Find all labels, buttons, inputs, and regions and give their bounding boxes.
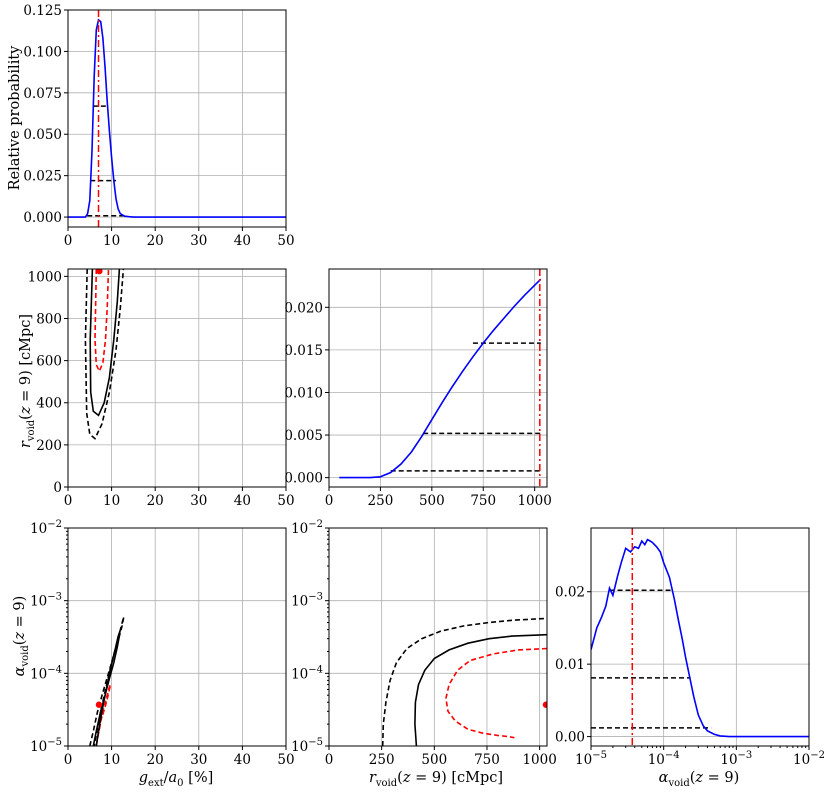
y-tick-label: 0.025	[23, 169, 62, 185]
y-tick-label: 400	[36, 396, 62, 412]
x-tick-label: 250	[369, 752, 395, 768]
contour-line	[414, 633, 547, 746]
panel-alpha-marginal: 10−5 10−4 10−3 10−2 0.00 0.01 0.02	[555, 527, 825, 768]
x-tick-label: 10	[103, 493, 120, 509]
x-tick-label: 10−5	[575, 750, 607, 768]
x-tick-label: 50	[277, 752, 294, 768]
y-tick-label: 0.00	[555, 730, 585, 746]
best-fit-point	[96, 269, 103, 275]
axes-frame	[67, 527, 287, 747]
axes-frame	[590, 527, 810, 747]
x-tick-label: 10−2	[793, 750, 825, 768]
y-tick-label: 600	[36, 354, 62, 370]
panel-rvoid-marginal: 0 250 500 750 1000 0.000 0.005 0.010 0.015 0.020	[284, 268, 552, 509]
x-tick-label: 10−3	[720, 750, 752, 768]
y-tick-label: 800	[36, 311, 62, 327]
axes-frame	[328, 527, 548, 747]
x-tick-label: 1000	[517, 493, 551, 509]
best-fit-point	[95, 701, 103, 708]
ylabel-alpha-void: αvoid(z = 9)	[12, 596, 31, 677]
x-tick-label: 50	[277, 233, 294, 249]
panel-rvoid-alpha-contour: 0 250 500 750 1000 10−5 10−4 10−3 10−2	[291, 519, 557, 768]
x-tick-label: 0	[64, 493, 73, 509]
plot-area	[591, 528, 809, 746]
x-tick-label: 1000	[522, 752, 556, 768]
y-tick-label: 0.005	[284, 428, 323, 444]
y-tick-label: 0.015	[284, 343, 323, 359]
axes-frame	[328, 268, 548, 488]
xlabel-rvoid: rvoid(z = 9) [cMpc]	[369, 770, 503, 789]
y-tick-label: 0.075	[23, 86, 62, 102]
panel-gext-marginal: 0 10 20 30 40 50 0.000 0.025 0.050 0.075 0.100 0.12…	[23, 3, 294, 249]
xlabel-alpha-void: αvoid(z = 9)	[659, 770, 740, 789]
x-tick-label: 30	[190, 493, 207, 509]
x-tick-label: 0	[325, 752, 334, 768]
contour-line	[89, 616, 125, 746]
probability-curve	[68, 18, 286, 218]
contour-line	[94, 269, 110, 374]
y-tick-label: 10−4	[291, 664, 323, 682]
x-tick-label: 40	[234, 493, 251, 509]
x-tick-label: 40	[234, 233, 251, 249]
best-fit-point	[542, 701, 547, 708]
ylabel-rvoid: rvoid(z = 9) [cMpc]	[18, 314, 37, 448]
x-tick-label: 10	[103, 233, 120, 249]
y-tick-label: 10−2	[291, 519, 323, 537]
x-tick-label: 10	[103, 752, 120, 768]
y-tick-label: 10−4	[30, 664, 62, 682]
panel-gext-alpha-contour: 0 10 20 30 40 50 10−5 10−4 10−3 10−2	[30, 519, 295, 768]
y-tick-label: 0.01	[555, 657, 585, 673]
y-tick-label: 0	[53, 480, 62, 496]
x-tick-label: 500	[421, 752, 447, 768]
x-tick-label: 30	[190, 233, 207, 249]
x-tick-label: 40	[234, 752, 251, 768]
x-tick-label: 20	[147, 233, 164, 249]
plot-area	[339, 269, 542, 487]
x-tick-label: 30	[190, 752, 207, 768]
probability-curve	[591, 538, 809, 738]
y-tick-label: 0.000	[284, 471, 323, 487]
y-tick-label: 0.125	[23, 3, 62, 19]
plot-area	[84, 269, 125, 440]
axes-frame	[67, 268, 287, 488]
y-tick-label: 0.050	[23, 127, 62, 143]
x-tick-label: 10−4	[648, 750, 680, 768]
y-tick-label: 10−2	[30, 519, 62, 537]
y-tick-label: 10−5	[291, 737, 323, 755]
x-tick-label: 0	[64, 233, 73, 249]
y-tick-label: 0.02	[555, 585, 585, 601]
panel-gext-rvoid-contour: 0 10 20 30 40 50 0 200 400 600 800 1000	[28, 268, 295, 509]
x-tick-label: 20	[147, 752, 164, 768]
axes-frame	[67, 9, 287, 228]
plot-area	[89, 616, 125, 746]
x-tick-label: 20	[147, 493, 164, 509]
x-tick-label: 250	[368, 493, 394, 509]
y-tick-label: 1000	[28, 269, 62, 285]
x-tick-label: 0	[64, 752, 73, 768]
plot-area	[68, 10, 286, 227]
contour-line	[84, 269, 125, 440]
contour-line	[445, 647, 547, 739]
x-tick-label: 750	[474, 752, 500, 768]
x-tick-label: 500	[419, 493, 445, 509]
x-tick-label: 0	[325, 493, 334, 509]
y-tick-label: 0.010	[284, 385, 323, 401]
x-tick-label: 50	[277, 493, 294, 509]
y-tick-label: 0.100	[23, 44, 62, 60]
y-tick-label: 10−3	[291, 592, 323, 610]
y-tick-label: 0.020	[284, 300, 323, 316]
x-tick-label: 750	[470, 493, 496, 509]
y-tick-label: 10−3	[30, 592, 62, 610]
y-tick-label: 0.000	[23, 210, 62, 226]
y-tick-label: 10−5	[30, 737, 62, 755]
probability-curve	[339, 278, 542, 479]
contour-line	[381, 617, 547, 746]
plot-area	[381, 617, 547, 746]
xlabel-gext: gext/a0 [%]	[139, 770, 214, 789]
contour-line	[89, 269, 121, 417]
ylabel-relative-probability: Relative probability	[7, 45, 23, 191]
y-tick-label: 200	[36, 438, 62, 454]
